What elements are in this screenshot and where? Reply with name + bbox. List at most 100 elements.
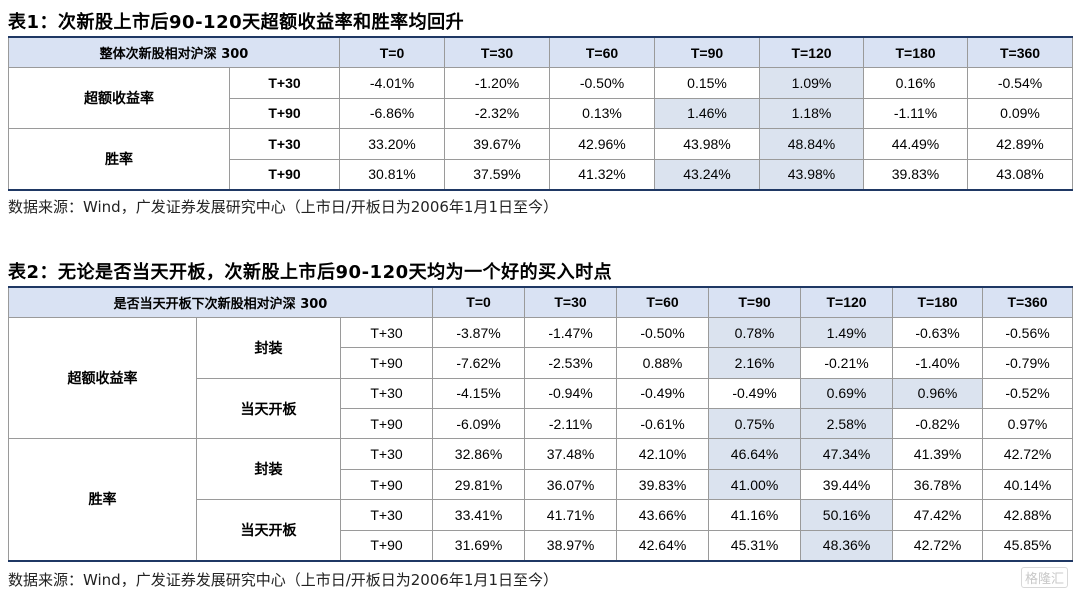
table2-value-cell: -3.87% xyxy=(432,316,526,349)
table2-subgroup-label: 当天开板 xyxy=(196,377,341,440)
table2-subgroup-label: 当天开板 xyxy=(196,499,341,562)
table2-value-cell: 36.07% xyxy=(524,468,618,501)
table2-period-label: T+30 xyxy=(339,438,434,470)
table2-value-cell: 0.97% xyxy=(982,408,1074,440)
table2-period-label: T+90 xyxy=(339,468,434,501)
table1-value-cell: 30.81% xyxy=(339,158,446,190)
table2-value-cell: 42.10% xyxy=(616,438,710,470)
table1-value-cell: 48.84% xyxy=(759,128,865,160)
table2-period-label: T+90 xyxy=(339,347,434,379)
table1-column-header: T=360 xyxy=(967,36,1074,68)
table2-value-cell: 39.44% xyxy=(800,468,894,501)
table-row: 胜率 T+30 33.20% 39.67% 42.96% 43.98% 48.84% 44.4… xyxy=(8,128,1074,190)
table2-value-cell: 33.41% xyxy=(432,499,526,531)
table1-value-cell: 33.20% xyxy=(339,128,446,160)
table1-column-header: T=60 xyxy=(549,36,656,68)
table-row: T+90 -7.62% -2.53% 0.88% 2.16% -0.21% -1.40% -0… xyxy=(9,347,1074,379)
table1-column-header: T=180 xyxy=(863,36,969,68)
table2-value-cell: 1.49% xyxy=(800,316,894,349)
table1-value-cell: -0.50% xyxy=(549,67,656,99)
table2-value-cell: -0.50% xyxy=(616,316,710,349)
table1-value-cell: 41.32% xyxy=(549,158,656,190)
table2-value-cell: -6.09% xyxy=(432,408,526,440)
table2-value-cell: -1.47% xyxy=(524,316,618,349)
table2-group-label: 胜率 xyxy=(8,438,197,562)
table1-value-cell: 1.46% xyxy=(654,97,761,129)
table2-value-cell: 2.16% xyxy=(708,347,802,379)
table-row: T+90 31.69% 38.97% 42.64% 45.31% 48.36% 42.72%… xyxy=(9,529,1074,562)
table1-column-header: T=30 xyxy=(444,36,551,68)
table2-value-cell: 41.00% xyxy=(708,468,802,501)
table-row: 超额收益率 封装 T+30 -3.87% -1.47% -0.50% 0.78% 1.49% -… xyxy=(8,316,1074,440)
table2-column-header: T=180 xyxy=(892,286,984,318)
table-row: 当天开板 T+30 33.41% 41.71% 43.66% 41.16% 50.16% 47… xyxy=(9,499,1074,562)
table2-subgroup-label: 封装 xyxy=(196,316,341,379)
table2-value-cell: -0.63% xyxy=(892,316,984,349)
table2-value-cell: 29.81% xyxy=(432,468,526,501)
table2-value-cell: 42.72% xyxy=(892,529,984,562)
table2-value-cell: 45.85% xyxy=(982,529,1074,562)
table2-value-cell: 41.16% xyxy=(708,499,802,531)
table2-header-row: 是否当天开板下次新股相对沪深 300 T=0 T=30 T=60 T=90 T=120 T=… xyxy=(7,286,1074,318)
table1-value-cell: 43.98% xyxy=(759,158,865,190)
table1-value-cell: 37.59% xyxy=(444,158,551,190)
table2-source-note: 数据来源：Wind，广发证券发展研究中心（上市日/开板日为2006年1月1日至今… xyxy=(8,571,559,589)
table1-group-label: 超额收益率 xyxy=(8,67,230,129)
table2-value-cell: 0.78% xyxy=(708,316,802,349)
table1-value-cell: 0.16% xyxy=(863,67,969,99)
table2-value-cell: 40.14% xyxy=(982,468,1074,501)
table1-column-header: T=90 xyxy=(654,36,761,68)
table-row: T+90 30.81% 37.59% 41.32% 43.24% 43.98% 39.83%… xyxy=(9,158,1074,190)
table2-value-cell: -0.79% xyxy=(982,347,1074,379)
table1-value-cell: -1.11% xyxy=(863,97,969,129)
table1-value-cell: -6.86% xyxy=(339,97,446,129)
table2-period-label: T+30 xyxy=(339,316,434,349)
table2-value-cell: 47.42% xyxy=(892,499,984,531)
table1-value-cell: 43.08% xyxy=(967,158,1074,190)
table1-corner-header: 整体次新股相对沪深 300 xyxy=(7,36,341,68)
table1-value-cell: 0.13% xyxy=(549,97,656,129)
table1-value-cell: -0.54% xyxy=(967,67,1074,99)
table2-value-cell: -2.11% xyxy=(524,408,618,440)
table-row: 超额收益率 T+30 -4.01% -1.20% -0.50% 0.15% 1.09% 0.1… xyxy=(8,67,1074,129)
table2-value-cell: -0.94% xyxy=(524,377,618,410)
table2-value-cell: -4.15% xyxy=(432,377,526,410)
table1-column-header: T=120 xyxy=(759,36,865,68)
table-row: 胜率 封装 T+30 32.86% 37.48% 42.10% 46.64% 47.34% 41… xyxy=(8,438,1074,562)
table1-value-cell: 0.09% xyxy=(967,97,1074,129)
table2-value-cell: 42.64% xyxy=(616,529,710,562)
table2-value-cell: -0.49% xyxy=(616,377,710,410)
table1-period-label: T+90 xyxy=(228,158,341,190)
table2-period-label: T+30 xyxy=(339,499,434,531)
table1-period-label: T+30 xyxy=(228,67,341,99)
table1-title: 表1：次新股上市后90-120天超额收益率和胜率均回升 xyxy=(8,12,465,33)
table2-value-cell: 32.86% xyxy=(432,438,526,470)
table2-period-label: T+30 xyxy=(339,377,434,410)
table1-value-cell: 43.24% xyxy=(654,158,761,190)
table1-value-cell: 42.96% xyxy=(549,128,656,160)
table2-value-cell: -0.61% xyxy=(616,408,710,440)
table2-value-cell: -7.62% xyxy=(432,347,526,379)
table1-period-label: T+30 xyxy=(228,128,341,160)
table2-title: 表2：无论是否当天开板，次新股上市后90-120天均为一个好的买入时点 xyxy=(8,262,613,283)
table-row: T+90 -6.86% -2.32% 0.13% 1.46% 1.18% -1.11% 0.0… xyxy=(9,97,1074,129)
watermark-logo: 格隆汇 xyxy=(1020,567,1068,588)
table1-value-cell: -2.32% xyxy=(444,97,551,129)
table1-value-cell: 43.98% xyxy=(654,128,761,160)
table2-group-label: 超额收益率 xyxy=(8,316,197,440)
table2-value-cell: -0.56% xyxy=(982,316,1074,349)
table2-column-header: T=90 xyxy=(708,286,802,318)
table2-value-cell: 38.97% xyxy=(524,529,618,562)
table2-value-cell: 39.83% xyxy=(616,468,710,501)
table2-value-cell: 31.69% xyxy=(432,529,526,562)
table1-value-cell: 0.15% xyxy=(654,67,761,99)
table2-period-label: T+90 xyxy=(339,408,434,440)
table1-column-header: T=0 xyxy=(339,36,446,68)
table2-value-cell: 0.69% xyxy=(800,377,894,410)
table2-value-cell: 37.48% xyxy=(524,438,618,470)
table2-period-label: T+90 xyxy=(339,529,434,562)
table2-value-cell: 36.78% xyxy=(892,468,984,501)
table1-group-label: 胜率 xyxy=(8,128,230,190)
table2-column-header: T=120 xyxy=(800,286,894,318)
table1-value-cell: -1.20% xyxy=(444,67,551,99)
